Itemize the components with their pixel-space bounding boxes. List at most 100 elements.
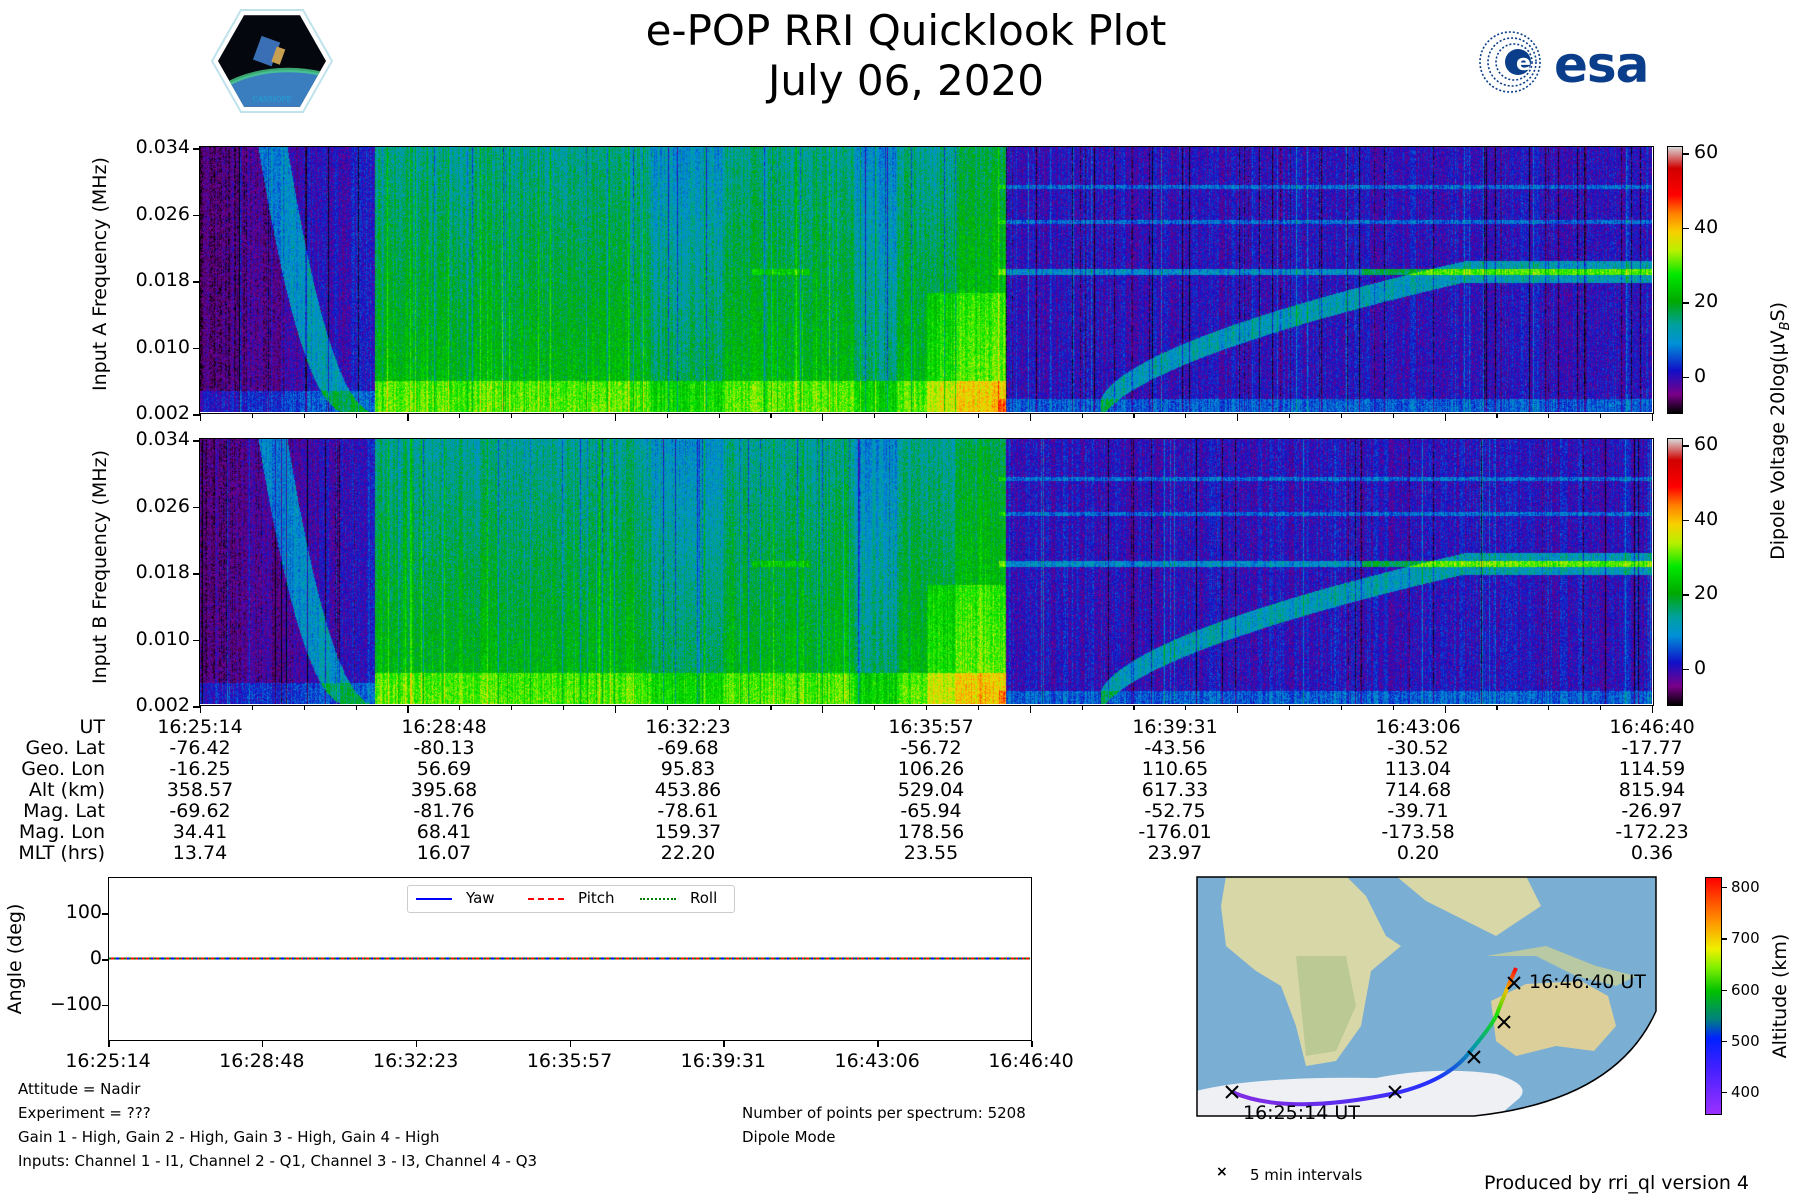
altitude-tick-mark [1722,1040,1727,1042]
ephemeris-cell: -39.71 [1387,800,1449,822]
ytick-mark [193,214,200,216]
ephemeris-row-label: Mag. Lon [18,821,105,843]
plot-date: July 06, 2020 [768,56,1044,105]
australia-landmass [1491,981,1616,1056]
ephemeris-cell: 113.04 [1384,758,1452,780]
xtick-mark [977,706,980,710]
interval-markers [1225,976,1521,1099]
ephemeris-cell: 16:43:06 [1375,716,1461,738]
attitude-xtick-label: 16:39:31 [680,1050,766,1072]
antarctica-landmass [1197,1070,1523,1116]
attitude-xtick-label: 16:32:23 [372,1050,459,1072]
ephemeris-cell: 159.37 [654,821,722,843]
xtick-mark [355,414,357,418]
xtick-mark [1340,414,1343,418]
xtick-mark [614,414,617,421]
xtick-mark [563,706,565,710]
attitude-ytick-mark [102,913,108,915]
input-a-ylabel: Input A Frequency (MHz) [89,157,111,391]
xtick-mark [407,414,409,421]
ephemeris-row-label: Geo. Lon [21,758,105,780]
xtick-mark [303,706,305,710]
ephemeris-cell: -16.25 [169,758,231,780]
ephemeris-cell: 16:46:40 [1609,716,1695,738]
xtick-mark [1289,414,1291,418]
colorbar-tick-label: 0 [1694,656,1707,679]
ephemeris-cell: 110.65 [1141,758,1209,780]
xtick-mark [718,414,720,418]
ephemeris-cell: 114.59 [1618,758,1686,780]
attitude-xtick-label: 16:25:14 [65,1050,151,1072]
ephemeris-row-label: Geo. Lat [25,737,105,759]
ephemeris-cell: 16:32:23 [645,716,731,738]
ephemeris-cell: 395.68 [410,779,478,801]
ephemeris-cell: 16.07 [416,842,472,864]
xtick-mark [1392,706,1394,710]
xtick-mark [770,414,772,418]
xtick-mark [1600,414,1602,418]
xtick-mark [1081,706,1083,710]
ephemeris-cell: 617.33 [1141,779,1209,801]
ephemeris-row-label: Mag. Lat [23,800,105,822]
cassiope-logo-text: CASSIOPE [252,94,291,103]
colorbar-tick-mark [1683,153,1689,155]
xtick-mark [1496,706,1498,710]
xtick-mark [1496,414,1498,418]
ephemeris-cell: -52.75 [1144,800,1206,822]
ephemeris-cell: -26.97 [1621,800,1683,822]
esa-logo: e esa [1479,31,1649,94]
colorbar-tick-label: 20 [1694,290,1719,313]
cassiope-logo: CASSIOPE [210,9,334,113]
attitude-xtick-mark [1031,1041,1033,1047]
attitude-xtick-mark [108,1041,110,1047]
legend-swatch-yaw [416,898,452,900]
altitude-tick-mark [1722,887,1727,889]
ytick-label: 0.010 [135,335,190,358]
attitude-ytick-mark [102,959,108,961]
ephemeris-cell: -30.52 [1387,737,1449,759]
colorbar-tick-mark [1683,519,1689,522]
ephemeris-cell: -65.94 [900,800,962,822]
xtick-mark [874,706,876,710]
ytick-label: 0.018 [135,561,190,583]
ytick-mark [193,347,200,349]
ephemeris-cell: 358.57 [166,779,234,801]
xtick-mark [1444,414,1446,421]
ephemeris-cell: 56.69 [416,758,472,780]
altitude-tick-mark [1722,938,1727,940]
colorbar-tick-mark [1683,594,1689,596]
colorbar-tick-mark [1683,227,1689,230]
xtick-mark [614,706,617,713]
note-line: Experiment = ??? [18,1104,151,1122]
note-line: Dipole Mode [742,1128,836,1146]
xtick-mark [926,706,928,710]
ephemeris-cell: 16:25:14 [157,716,243,738]
ephemeris-cell: 16:35:57 [888,716,974,738]
attitude-legend: Yaw Pitch Roll [407,885,735,913]
attitude-ytick-label: 100 [65,901,102,924]
ephemeris-row-label: UT [79,716,105,738]
xtick-mark [1340,706,1343,710]
ephemeris-row-label: MLT (hrs) [18,842,105,864]
colorbar-tick-label: 20 [1694,582,1719,605]
interval-marker-icon: × [1216,1164,1228,1180]
ephemeris-cell: 453.86 [654,779,722,801]
attitude-ylabel: Angle (deg) [4,903,26,1015]
note-line: Gain 1 - High, Gain 2 - High, Gain 3 - H… [18,1128,440,1146]
xtick-mark [1185,414,1187,418]
attitude-ytick-label: 0 [89,947,102,969]
attitude-xtick-label: 16:46:40 [988,1050,1074,1072]
ytick-mark [193,573,200,575]
voltage-colorbar-a [1667,146,1683,414]
ytick-label: 0.034 [135,428,190,450]
ephemeris-cell: 106.26 [897,758,965,780]
altitude-tick-label: 500 [1731,1031,1760,1050]
ephemeris-cell: 68.41 [416,821,472,843]
ytick-mark [193,148,200,150]
xtick-mark [459,706,461,710]
xtick-mark [200,706,202,713]
ephemeris-cell: -69.68 [657,737,719,759]
track-start-label: 16:25:14 UT [1243,1102,1360,1124]
ephemeris-cell: 714.68 [1384,779,1452,801]
